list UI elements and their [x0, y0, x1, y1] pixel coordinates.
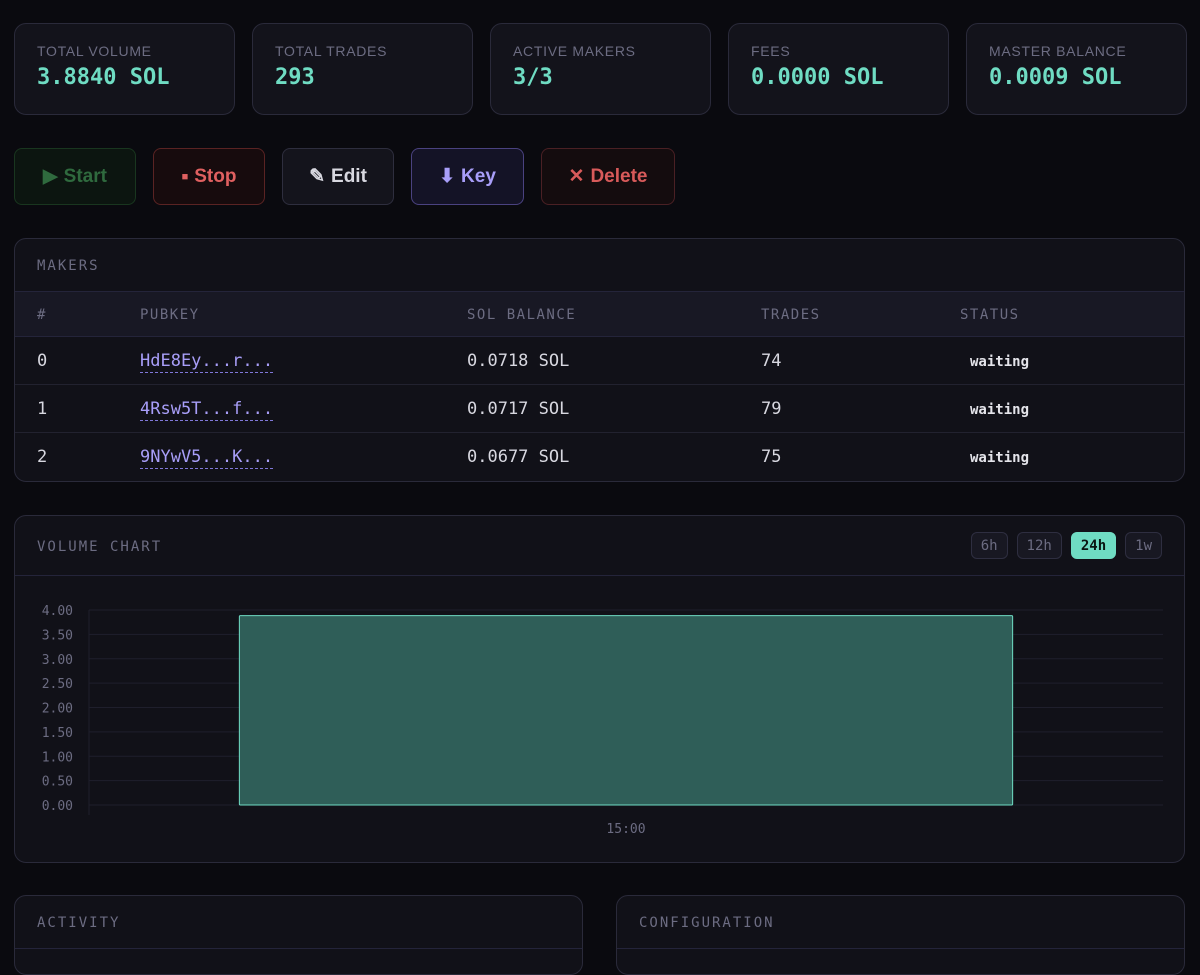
stats-row: TOTAL VOLUME 3.8840 SOL TOTAL TRADES 293…: [14, 23, 1187, 115]
maker-balance: 0.0718 SOL: [467, 351, 570, 371]
table-header: # PUBKEY SOL BALANCE TRADES STATUS: [15, 291, 1184, 337]
divider: [617, 948, 1184, 949]
status-badge: waiting: [970, 402, 1030, 418]
column-header-status: STATUS: [960, 307, 1020, 323]
stat-value: 0.0000 SOL: [751, 65, 884, 90]
y-tick-label: 3.00: [42, 653, 73, 668]
makers-title: MAKERS: [37, 258, 100, 274]
stat-label: TOTAL TRADES: [275, 43, 388, 59]
edit-button[interactable]: ✎ Edit: [282, 148, 394, 205]
start-label: Start: [63, 165, 107, 187]
table-row: 1 4Rsw5T...f... 0.0717 SOL 79 waiting: [15, 385, 1184, 433]
stat-total-trades: TOTAL TRADES 293: [252, 23, 473, 115]
play-icon: ▶: [43, 166, 58, 187]
y-tick-label: 4.00: [42, 604, 73, 619]
range-12h-button[interactable]: 12h: [1016, 532, 1062, 559]
maker-index: 2: [37, 447, 48, 467]
stat-label: ACTIVE MAKERS: [513, 43, 636, 59]
y-tick-label: 3.50: [42, 628, 73, 643]
stat-label: MASTER BALANCE: [989, 43, 1127, 59]
stop-icon: ■: [181, 170, 189, 183]
table-row: 0 HdE8Ey...r... 0.0718 SOL 74 waiting: [15, 337, 1184, 385]
close-icon: ✕: [568, 166, 585, 187]
column-header-index: #: [37, 307, 47, 323]
stat-total-volume: TOTAL VOLUME 3.8840 SOL: [14, 23, 235, 115]
pencil-icon: ✎: [309, 166, 326, 187]
y-tick-label: 2.50: [42, 677, 73, 692]
delete-label: Delete: [590, 165, 648, 187]
maker-index: 0: [37, 351, 48, 371]
stat-label: TOTAL VOLUME: [37, 43, 152, 59]
maker-index: 1: [37, 399, 48, 419]
key-button[interactable]: ⬇ Key: [411, 148, 524, 205]
key-label: Key: [461, 165, 496, 187]
maker-pubkey-link[interactable]: 9NYwV5...K...: [140, 447, 274, 469]
y-tick-label: 0.00: [42, 799, 73, 814]
maker-balance: 0.0717 SOL: [467, 399, 570, 419]
delete-button[interactable]: ✕ Delete: [541, 148, 675, 205]
activity-panel: ACTIVITY: [14, 895, 583, 975]
y-tick-label: 0.50: [42, 775, 73, 790]
edit-label: Edit: [331, 165, 367, 187]
x-tick-label: 15:00: [606, 822, 645, 837]
maker-trades: 74: [761, 351, 782, 371]
maker-pubkey-link[interactable]: HdE8Ey...r...: [140, 351, 274, 373]
range-1w-button[interactable]: 1w: [1125, 532, 1162, 559]
column-header-pubkey: PUBKEY: [140, 307, 200, 323]
range-6h-button[interactable]: 6h: [970, 532, 1008, 559]
range-24h-button[interactable]: 24h: [1070, 532, 1117, 559]
bar: [238, 615, 1014, 806]
configuration-title: CONFIGURATION: [639, 915, 775, 931]
stop-button[interactable]: ■ Stop: [153, 148, 265, 205]
stat-value: 3.8840 SOL: [37, 65, 170, 90]
download-icon: ⬇: [439, 166, 456, 187]
volume-chart: 0.00 0.50 1.00 1.50 2.00 2.50 3.00 3.50 4.00 15:0…: [42, 604, 1163, 837]
maker-trades: 75: [761, 447, 782, 467]
action-bar: ▶ Start ■ Stop ✎ Edit ⬇ Key ✕ Delete: [14, 148, 675, 205]
maker-balance: 0.0677 SOL: [467, 447, 570, 467]
stat-fees: FEES 0.0000 SOL: [728, 23, 949, 115]
activity-title: ACTIVITY: [37, 915, 121, 931]
stat-value: 3/3: [513, 65, 553, 90]
volume-chart-title: VOLUME CHART: [37, 539, 163, 555]
y-tick-label: 2.00: [42, 702, 73, 717]
status-badge: waiting: [970, 354, 1030, 370]
column-header-trades: TRADES: [761, 307, 821, 323]
stat-label: FEES: [751, 43, 791, 59]
y-tick-label: 1.00: [42, 750, 73, 765]
stat-master-balance: MASTER BALANCE 0.0009 SOL: [966, 23, 1187, 115]
range-selector: 6h 12h 24h 1w: [970, 532, 1162, 559]
divider: [15, 948, 582, 949]
maker-trades: 79: [761, 399, 782, 419]
column-header-balance: SOL BALANCE: [467, 307, 577, 323]
makers-panel: MAKERS # PUBKEY SOL BALANCE TRADES STATU…: [14, 238, 1185, 482]
stop-label: Stop: [194, 165, 237, 187]
status-badge: waiting: [970, 450, 1030, 466]
chart-header: [15, 516, 1184, 576]
configuration-panel: CONFIGURATION: [616, 895, 1185, 975]
y-tick-label: 1.50: [42, 726, 73, 741]
stat-value: 0.0009 SOL: [989, 65, 1122, 90]
stat-active-makers: ACTIVE MAKERS 3/3: [490, 23, 711, 115]
maker-pubkey-link[interactable]: 4Rsw5T...f...: [140, 399, 274, 421]
table-row: 2 9NYwV5...K... 0.0677 SOL 75 waiting: [15, 433, 1184, 481]
start-button[interactable]: ▶ Start: [14, 148, 136, 205]
volume-chart-panel: VOLUME CHART 6h 12h 24h 1w 0.00 0.50 1.00 1…: [14, 515, 1185, 863]
stat-value: 293: [275, 65, 315, 90]
makers-table: # PUBKEY SOL BALANCE TRADES STATUS 0 HdE…: [15, 291, 1184, 481]
